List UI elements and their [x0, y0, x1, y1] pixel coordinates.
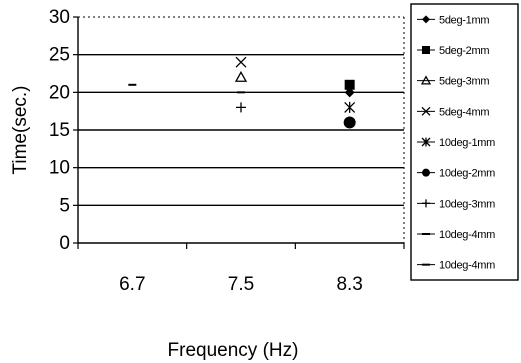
- plot-area: [78, 16, 405, 243]
- legend-label: 10deg-2mm: [439, 168, 495, 180]
- y-axis-title: Time(sec.): [10, 85, 31, 174]
- x-axis-title: Frequency (Hz): [168, 340, 299, 361]
- data-point: [234, 70, 248, 82]
- data-point: [343, 116, 356, 129]
- legend-marker: [421, 137, 431, 147]
- legend-label: 5deg-3mm: [439, 76, 489, 88]
- y-tick-label: 0: [59, 233, 70, 254]
- legend-marker: [422, 168, 430, 177]
- y-tick-label: 5: [59, 195, 70, 216]
- y-tick-label: 25: [49, 45, 70, 66]
- data-point: [344, 101, 356, 113]
- legend-label: 10deg-3mm: [439, 198, 495, 210]
- data-markers: [128, 56, 356, 129]
- legend-label: 10deg-4mm: [439, 260, 495, 272]
- axes: 0 5 10 15 20 25 30 6.7 7.5 8.3: [49, 7, 405, 295]
- legend-marker: [421, 106, 431, 116]
- data-point: [235, 56, 247, 68]
- y-tick-label: 20: [49, 82, 70, 103]
- legend: 5deg-1mm 5deg-2mm 5deg-3mm 5deg-4mm 10deg-1m…: [410, 3, 519, 281]
- data-point: [236, 102, 246, 113]
- data-point: [344, 79, 355, 90]
- legend-label: 10deg-1mm: [439, 137, 495, 149]
- x-tick-label: 8.3: [336, 274, 362, 295]
- legend-label: 5deg-2mm: [439, 45, 489, 57]
- y-tick-label: 10: [49, 158, 70, 179]
- legend-label: 10deg-4mm: [439, 229, 495, 241]
- legend-marker: [422, 46, 430, 54]
- y-tick-label: 30: [49, 7, 70, 28]
- legend-label: 5deg-1mm: [439, 14, 489, 26]
- x-tick-label: 6.7: [119, 274, 145, 295]
- y-tick-label: 15: [49, 120, 70, 141]
- x-tick-label: 7.5: [228, 274, 254, 295]
- legend-label: 5deg-4mm: [439, 106, 489, 118]
- legend-marker: [422, 199, 430, 208]
- legend-marker: [420, 75, 432, 85]
- legend-marker: [422, 15, 430, 24]
- data-point: [344, 87, 355, 98]
